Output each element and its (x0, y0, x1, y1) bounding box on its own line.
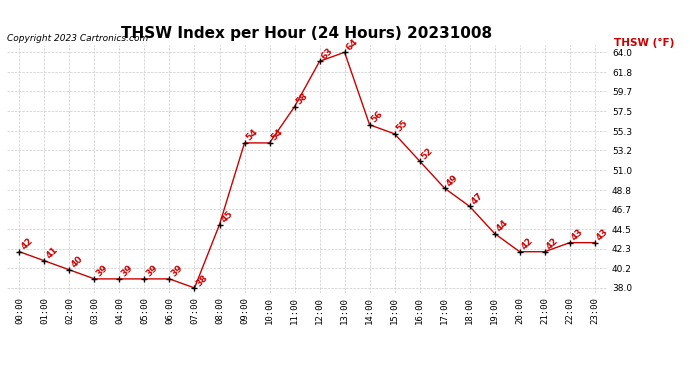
Text: 63: 63 (319, 46, 335, 62)
Text: 49: 49 (444, 173, 460, 188)
Text: 39: 39 (119, 264, 135, 279)
Text: 39: 39 (95, 264, 110, 279)
Text: 39: 39 (170, 264, 185, 279)
Text: 42: 42 (544, 236, 560, 252)
Text: 42: 42 (19, 236, 34, 252)
Text: Copyright 2023 Cartronics.com: Copyright 2023 Cartronics.com (7, 33, 148, 42)
Text: 47: 47 (470, 191, 485, 206)
Text: 54: 54 (270, 128, 285, 143)
Text: 40: 40 (70, 255, 85, 270)
Text: 52: 52 (420, 146, 435, 161)
Text: THSW (°F): THSW (°F) (614, 38, 675, 48)
Text: 64: 64 (344, 37, 360, 52)
Text: 39: 39 (144, 264, 160, 279)
Text: 55: 55 (395, 118, 410, 134)
Text: 42: 42 (520, 236, 535, 252)
Text: 43: 43 (570, 227, 585, 243)
Text: 45: 45 (219, 209, 235, 225)
Text: 54: 54 (244, 128, 260, 143)
Text: 38: 38 (195, 273, 210, 288)
Title: THSW Index per Hour (24 Hours) 20231008: THSW Index per Hour (24 Hours) 20231008 (121, 26, 493, 41)
Text: 41: 41 (44, 246, 60, 261)
Text: 44: 44 (495, 218, 510, 234)
Text: 56: 56 (370, 110, 385, 125)
Text: 58: 58 (295, 92, 310, 106)
Text: 43: 43 (595, 227, 610, 243)
